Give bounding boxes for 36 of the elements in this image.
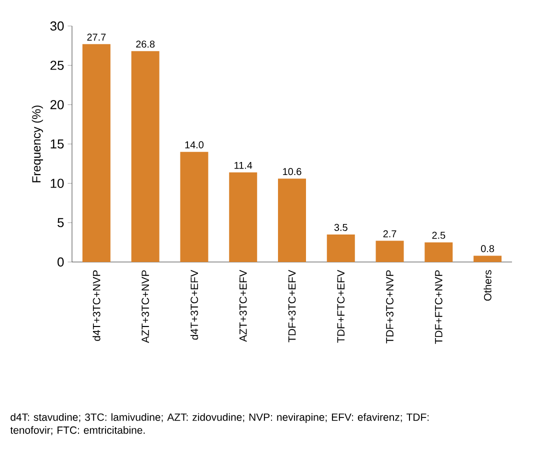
y-axis-title: Frequency (%) [32, 106, 43, 182]
x-tick-label: AZT+3TC+EFV [239, 270, 247, 342]
x-tick-label: d4T+3TC+EFV [190, 270, 198, 340]
data-label: 27.7 [87, 34, 106, 41]
data-label: 11.4 [234, 162, 252, 169]
bar [376, 240, 404, 262]
x-tick-label: AZT+3TC+NVP [142, 270, 150, 343]
data-label: 10.6 [283, 168, 302, 176]
x-tick-label: TDF+FTC+NVP [434, 270, 442, 344]
y-tick-label: 15 [50, 139, 64, 149]
bar [82, 44, 110, 262]
bar [278, 178, 306, 262]
bar [474, 256, 502, 262]
bar [326, 234, 355, 262]
y-tick-label: 10 [50, 178, 64, 188]
data-label: 3.5 [334, 224, 348, 231]
y-tick-label: 5 [58, 218, 64, 228]
bar [180, 152, 208, 262]
y-tick-label: 0 [58, 257, 64, 267]
x-tick-label: TDF+FTC+EFV [337, 270, 345, 343]
data-label: 2.5 [432, 232, 446, 239]
y-tick-label: 30 [50, 21, 64, 31]
y-tick-label: 20 [50, 100, 64, 110]
data-label: 2.7 [383, 230, 396, 238]
x-tick-label: TDF+3TC+EFV [288, 270, 296, 342]
data-label: 26.8 [136, 40, 155, 48]
bar [424, 242, 453, 262]
y-tick-label: 25 [50, 60, 64, 70]
bar [229, 172, 258, 262]
x-tick-label: Others [484, 270, 492, 301]
data-label: 0.8 [481, 245, 494, 252]
x-tick-label: d4T+3TC+NVP [92, 270, 100, 341]
data-label: 14.0 [185, 141, 204, 148]
x-tick-label: TDF+3TC+NVP [386, 270, 394, 344]
bar [131, 51, 160, 262]
text: d4T: stavudine; 3TC: lamivudine; AZT: zidovudine; NVP: nevirapine; EFV: efavirenz; TDF: tenofovir; FTC: emtricitabine. [10, 413, 429, 436]
